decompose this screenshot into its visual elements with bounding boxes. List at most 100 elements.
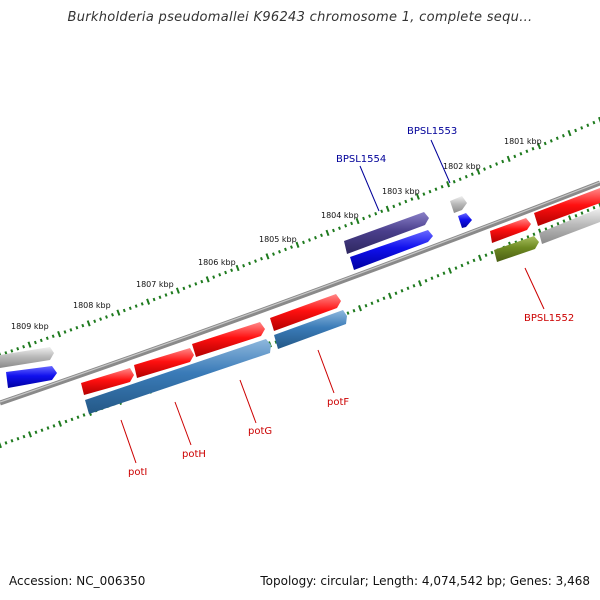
gene-red-right-2[interactable]: [534, 188, 600, 226]
minor-tick: [555, 136, 559, 141]
label-poth[interactable]: potH: [182, 449, 206, 460]
scale-label-1806: 1806 kbp: [198, 258, 236, 267]
map-title: Burkholderia pseudomallei K96243 chromos…: [67, 10, 533, 25]
major-tick: [358, 305, 362, 312]
minor-tick: [592, 205, 596, 210]
label-bpsl1553[interactable]: BPSL1553: [407, 126, 457, 137]
minor-tick: [188, 284, 192, 288]
gene-grey-right[interactable]: [539, 208, 600, 244]
minor-tick: [164, 293, 168, 297]
gene-steel-pot-1[interactable]: [85, 339, 271, 414]
minor-tick: [170, 291, 174, 295]
major-tick: [446, 181, 451, 188]
minor-tick: [140, 302, 144, 306]
gene-grey-bpsl1553[interactable]: [450, 196, 467, 213]
minor-tick: [434, 187, 438, 191]
minor-tick: [134, 304, 138, 308]
leader-bpsl1553: [430, 139, 451, 184]
minor-tick: [580, 211, 584, 215]
minor-tick: [452, 179, 456, 184]
scale-label-1804: 1804 kbp: [321, 211, 359, 220]
minor-tick: [410, 197, 414, 201]
minor-tick: [70, 417, 74, 422]
label-bpsl1554[interactable]: BPSL1554: [336, 154, 386, 165]
label-bpsl1552[interactable]: BPSL1552: [524, 313, 574, 324]
accession-text: Accession: NC_006350: [9, 574, 146, 588]
major-tick: [567, 129, 572, 137]
minor-tick: [194, 282, 198, 286]
minor-tick: [382, 296, 386, 301]
minor-tick: [440, 184, 444, 189]
minor-tick: [4, 351, 8, 355]
minor-tick: [105, 315, 108, 319]
minor-tick: [374, 211, 378, 216]
minor-tick: [466, 261, 470, 265]
label-poti[interactable]: potI: [128, 467, 147, 478]
minor-tick: [314, 235, 317, 240]
minor-tick: [556, 222, 560, 226]
major-tick: [388, 292, 392, 299]
minor-tick: [586, 208, 590, 213]
minor-tick: [364, 303, 368, 308]
gene-red-poth[interactable]: [134, 348, 194, 378]
minor-tick: [230, 268, 234, 272]
minor-tick: [424, 279, 428, 283]
major-tick: [116, 309, 121, 316]
minor-tick: [10, 439, 14, 443]
minor-tick: [242, 263, 246, 268]
minor-tick: [580, 126, 584, 130]
minor-tick: [370, 301, 374, 306]
minor-tick: [320, 233, 323, 238]
gene-blue-small[interactable]: [458, 213, 472, 228]
minor-tick: [404, 199, 408, 204]
major-tick: [537, 142, 542, 150]
minor-tick: [392, 204, 396, 209]
minor-tick: [272, 252, 275, 256]
gene-red-potg[interactable]: [192, 322, 265, 357]
backbone: [0, 180, 600, 406]
major-tick: [415, 193, 420, 200]
minor-tick: [260, 256, 263, 261]
minor-tick: [290, 245, 293, 249]
gene-grey-left[interactable]: [0, 347, 54, 368]
major-tick: [506, 155, 511, 163]
minor-tick: [212, 275, 216, 279]
gene-blue-bpsl1554-region[interactable]: [350, 230, 433, 270]
minor-tick: [152, 297, 156, 302]
minor-tick: [10, 349, 14, 353]
minor-tick: [484, 253, 488, 257]
minor-tick: [574, 128, 578, 133]
minor-tick: [284, 247, 287, 252]
minor-tick: [412, 284, 416, 288]
leader-bpsl1552: [524, 267, 545, 310]
minor-tick: [218, 273, 222, 277]
major-tick: [355, 217, 360, 225]
minor-tick: [39, 338, 43, 343]
major-tick: [28, 431, 32, 438]
label-potg[interactable]: potG: [248, 426, 272, 437]
gene-steel-pot-2[interactable]: [274, 310, 347, 349]
minor-tick: [16, 347, 20, 351]
gene-blue-left[interactable]: [6, 366, 57, 388]
gene-red-right-1[interactable]: [490, 218, 531, 243]
gene-red-poti[interactable]: [81, 368, 134, 395]
label-potf[interactable]: potF: [327, 397, 349, 408]
minor-tick: [543, 141, 547, 146]
minor-tick: [346, 311, 350, 315]
major-tick: [478, 254, 482, 261]
major-tick: [598, 201, 600, 209]
minor-tick: [483, 167, 486, 171]
minor-tick: [513, 154, 517, 159]
gene-olive-bpsl1552[interactable]: [494, 236, 539, 262]
minor-tick: [458, 177, 462, 181]
major-tick: [57, 330, 62, 338]
gene-purple-bpsl1554[interactable]: [344, 212, 429, 254]
scale-label-1809: 1809 kbp: [11, 322, 49, 331]
minor-tick: [344, 224, 348, 228]
minor-tick: [224, 270, 228, 275]
minor-tick: [332, 228, 335, 233]
minor-tick: [586, 123, 590, 128]
gene-red-potf[interactable]: [270, 294, 341, 331]
minor-tick: [525, 149, 529, 154]
